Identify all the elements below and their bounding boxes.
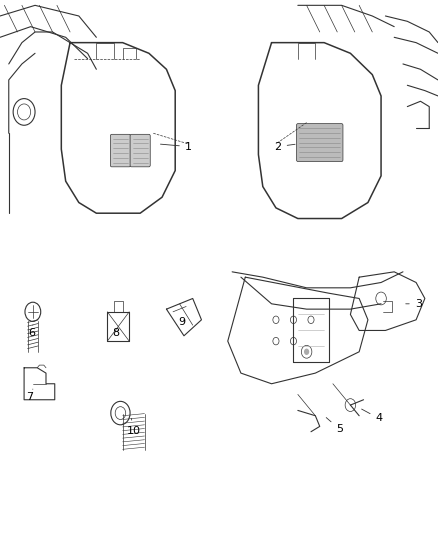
Circle shape — [304, 349, 309, 355]
Text: 2: 2 — [275, 142, 295, 151]
FancyBboxPatch shape — [130, 134, 150, 167]
Text: 6: 6 — [28, 325, 35, 338]
Text: 5: 5 — [326, 417, 343, 434]
Text: 8: 8 — [113, 328, 120, 338]
Text: 9: 9 — [178, 318, 185, 327]
Text: 1: 1 — [160, 142, 192, 151]
Text: 7: 7 — [26, 389, 33, 402]
Text: 3: 3 — [406, 299, 422, 309]
Text: 10: 10 — [127, 418, 141, 435]
Text: 4: 4 — [362, 409, 382, 423]
FancyBboxPatch shape — [297, 124, 343, 161]
FancyBboxPatch shape — [110, 134, 131, 167]
